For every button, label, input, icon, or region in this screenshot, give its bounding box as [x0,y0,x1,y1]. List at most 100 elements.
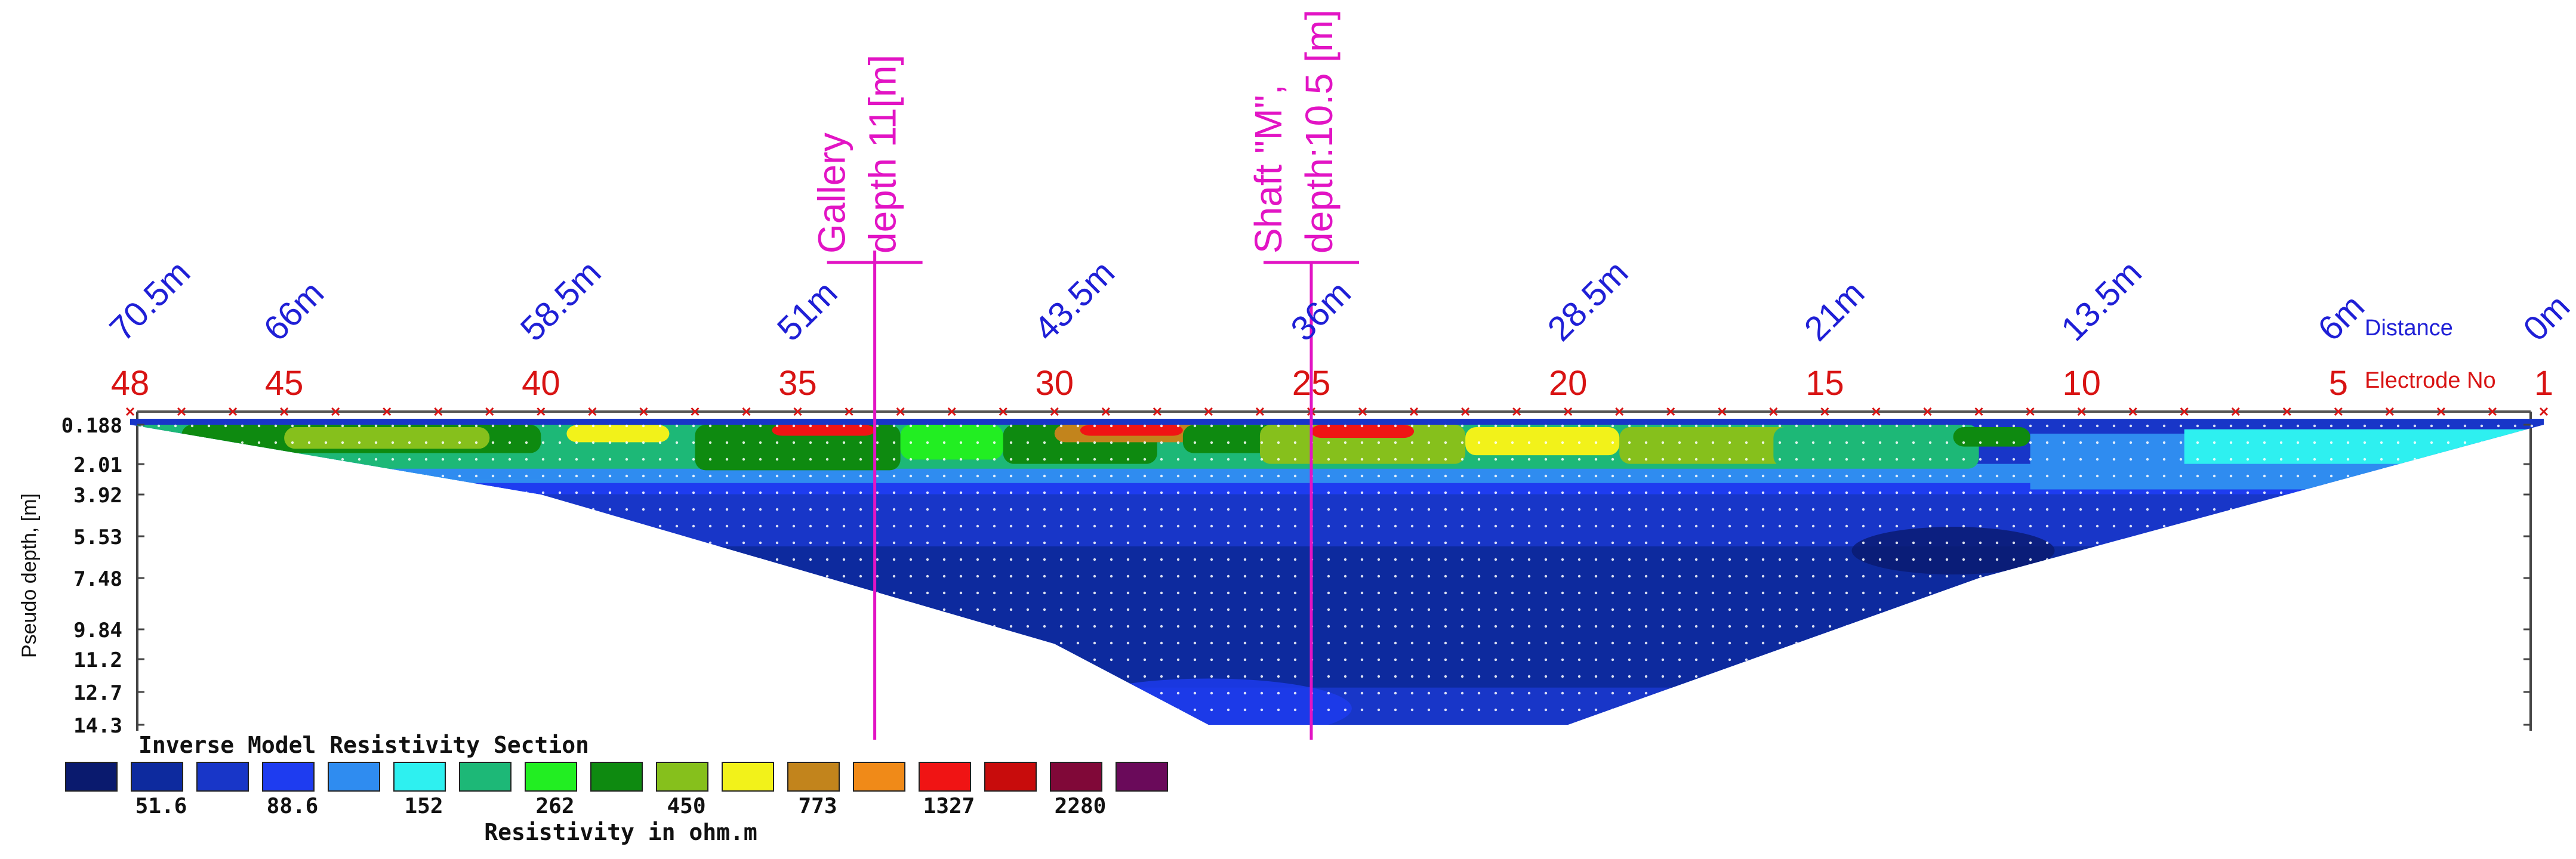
colorbar-swatch [984,762,1037,792]
colorbar-tick-label: 51.6 [135,794,187,818]
distance-axis-label: Distance [2365,316,2453,341]
colorbar-tick-label: 1327 [923,794,975,818]
colorbar-swatch [853,762,905,792]
colorbar-tick-label: 152 [404,794,443,818]
colorbar-swatch [459,762,511,792]
electrode-marker [1820,407,1829,416]
electrode-marker [1718,407,1727,416]
electrode-marker [999,407,1007,416]
electrode-marker [1666,407,1675,416]
electrode-marker [1255,407,1265,416]
colorbar-swatch [196,762,249,792]
electrode-marker [1512,407,1521,416]
electrode-marker [1204,407,1213,416]
depth-tick-label: 11.2 [73,648,122,672]
colorbar-tick-label: 262 [535,794,574,818]
electrode-marker [1409,407,1419,416]
electrode-marker [2180,407,2189,416]
electrode-marker [383,407,392,416]
electrode-tick-label: 25 [1292,364,1331,403]
electrode-marker [845,407,853,416]
distance-tick-label: 58.5m [513,253,609,348]
colorbar-swatch [393,762,446,792]
electrode-marker [1050,407,1059,416]
electrode-marker [742,407,751,416]
electrode-marker [2128,407,2137,416]
distance-tick-label: 0m [2516,287,2576,348]
electrode-marker [947,407,956,416]
electrode-marker [2334,407,2343,416]
electrode-marker [2436,407,2445,416]
electrode-marker [691,407,700,416]
colorbar-swatch [525,762,577,792]
distance-tick-label: 13.5m [2054,253,2149,348]
distance-tick-label: 43.5m [1027,253,1122,348]
electrode-tick-label: 20 [1549,364,1588,403]
electrode-marker [434,407,443,416]
electrode-marker [331,407,340,416]
electrode-marker [485,407,494,416]
electrode-tick-label: 40 [522,364,560,403]
electrode-marker [125,407,135,416]
electrode-marker [1872,407,1881,416]
electrode-tick-label: 48 [111,364,150,403]
electrode-marker [2077,407,2086,416]
electrode-marker [1769,407,1778,416]
electrode-tick-label: 10 [2062,364,2101,403]
colorbar-swatch [656,762,708,792]
electrode-marker [1153,407,1161,416]
electrode-marker [793,407,802,416]
depth-tick-label: 3.92 [73,484,122,508]
electrode-marker [2282,407,2291,416]
electrode-marker [1101,407,1110,416]
distance-tick-label: 6m [2310,287,2372,348]
electrode-marker [2385,407,2394,416]
depth-tick-label: 12.7 [73,681,122,705]
annotation-text: Shaft "M", [1247,84,1290,254]
colorbar-swatch [65,762,118,792]
colorbar-tick-label: 88.6 [267,794,319,818]
depth-tick-label: 7.48 [73,567,122,591]
electrode-marker [1358,407,1367,416]
electrode-tick-label: 30 [1036,364,1074,403]
distance-tick-label: 21m [1797,273,1872,348]
electrode-marker [1923,407,1932,416]
electrode-marker [2231,407,2240,416]
electrode-tick-label: 1 [2534,364,2553,403]
distance-tick-label: 36m [1283,273,1358,348]
colorbar-swatch [787,762,840,792]
electrode-marker [177,407,186,416]
electrode-marker [1564,407,1573,416]
distance-tick-label: 66m [256,273,331,348]
electrode-tick-label: 45 [265,364,304,403]
electrode-marker [537,407,546,416]
colorbar-swatch [328,762,380,792]
depth-tick-label: 0.188 [61,414,122,438]
distance-tick-label: 28.5m [1540,253,1635,348]
electrode-marker [1974,407,1983,416]
electrode-tick-label: 35 [778,364,817,403]
electrode-marker [229,407,238,416]
colorbar-swatch [1116,762,1168,792]
colorbar-tick-label: 2280 [1055,794,1107,818]
resistivity-model [130,419,2544,725]
colorbar-swatch [722,762,774,792]
distance-tick-label: 70.5m [102,253,198,348]
electrode-marker [2539,407,2549,416]
annotation-text: depth 11[m] [861,55,904,254]
electrode-axis-label: Electrode No [2365,368,2496,393]
colorbar-swatch [131,762,183,792]
electrode-marker [588,407,597,416]
electrode-tick-label: 5 [2329,364,2348,403]
electrode-marker [2488,407,2497,416]
electrode-tick-label: 15 [1805,364,1844,403]
depth-tick-label: 5.53 [73,526,122,549]
distance-tick-label: 51m [770,273,845,348]
colorbar-tick-label: 773 [798,794,837,818]
colorbar-tick-label: 450 [667,794,705,818]
electrode-marker [280,407,289,416]
depth-tick-label: 14.3 [73,714,122,738]
annotation-text: depth:10.5 [m] [1298,10,1341,254]
colorbar-swatch [919,762,971,792]
